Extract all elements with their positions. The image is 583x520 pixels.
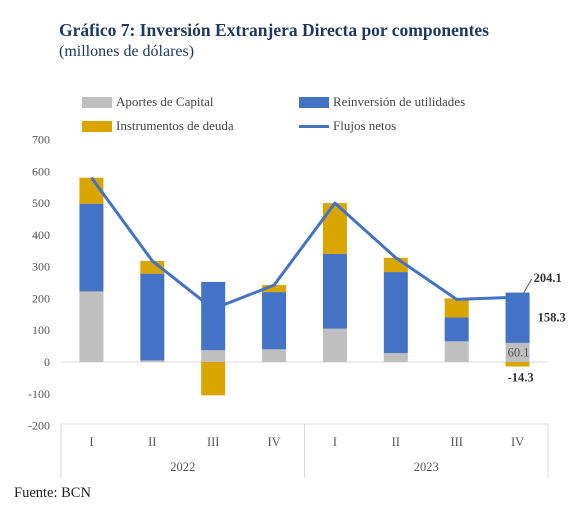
chart-subtitle: (millones de dólares) xyxy=(59,43,195,60)
bar-segment xyxy=(322,253,347,329)
bar-segment xyxy=(383,272,408,354)
source-note: Fuente: BCN xyxy=(14,485,91,501)
legend-swatch-flujos xyxy=(299,124,329,128)
legend-swatch-aportes xyxy=(82,96,112,108)
y-tick-label: 100 xyxy=(32,323,50,337)
y-tick-label: 300 xyxy=(32,260,50,274)
bar-segment xyxy=(201,281,226,351)
group-label: 2023 xyxy=(414,460,439,474)
x-tick-label: III xyxy=(207,435,220,449)
legend-label-aportes: Aportes de Capital xyxy=(116,94,214,109)
flujos-netos-line xyxy=(90,176,518,311)
legend-swatch-reinversion xyxy=(299,96,329,108)
bar-segment xyxy=(262,292,287,350)
legend-label-instrumentos: Instrumentos de deuda xyxy=(116,118,234,133)
bar-segment xyxy=(444,317,469,342)
x-tick-label: IV xyxy=(511,435,524,449)
bar-segment xyxy=(140,273,165,361)
bar-segment xyxy=(79,203,104,292)
x-tick-label: III xyxy=(450,435,463,449)
data-label-leader xyxy=(523,278,532,294)
y-tick-label: 600 xyxy=(32,164,50,178)
data-label-reinversion: 158.3 xyxy=(538,311,566,325)
y-tick-label: 400 xyxy=(32,228,50,242)
data-label-aportes: 60.1 xyxy=(508,345,530,359)
bar-segment xyxy=(444,341,469,362)
data-label-instrumentos: -14.3 xyxy=(508,371,534,385)
y-tick-label: -200 xyxy=(28,419,50,433)
bar-segment xyxy=(262,349,287,362)
x-tick-label: I xyxy=(89,435,93,449)
legend-label-flujos: Flujos netos xyxy=(333,118,397,133)
x-tick-label: I xyxy=(333,435,337,449)
data-label-flujos: 204.1 xyxy=(534,271,562,285)
bar-segment xyxy=(262,285,287,293)
bar-segment xyxy=(505,342,530,362)
bar-segment xyxy=(201,362,226,396)
x-tick-label: IV xyxy=(267,435,280,449)
legend-item-reinversion: Reinversión de utilidades xyxy=(299,94,465,110)
legend-swatch-instrumentos xyxy=(82,120,112,132)
legend-item-flujos: Flujos netos xyxy=(299,118,396,134)
bar-segment xyxy=(322,328,347,362)
y-tick-label: 0 xyxy=(44,355,50,369)
legend-item-aportes: Aportes de Capital xyxy=(82,94,213,110)
group-label: 2022 xyxy=(170,460,195,474)
y-tick-label: 700 xyxy=(32,133,50,147)
bar-segment xyxy=(444,298,469,318)
bar-segment xyxy=(140,360,165,362)
bar-segment xyxy=(201,350,226,362)
chart-plot: -200 -100 0 100 200 300 400 500 600 700 204.1 158.3… xyxy=(28,133,566,478)
bar-segment xyxy=(505,292,530,343)
legend-item-instrumentos: Instrumentos de deuda xyxy=(82,118,234,134)
bar-segment xyxy=(383,353,408,362)
y-tick-label: 200 xyxy=(32,291,50,305)
y-tick-label: 500 xyxy=(32,196,50,210)
bar-segment xyxy=(79,291,104,362)
legend-label-reinversion: Reinversión de utilidades xyxy=(333,94,466,109)
y-tick-label: -100 xyxy=(28,387,50,401)
x-tick-label: II xyxy=(392,435,400,449)
bar-segment xyxy=(505,362,530,367)
chart-title: Gráfico 7: Inversión Extranjera Directa … xyxy=(59,20,489,40)
x-tick-label: II xyxy=(148,435,156,449)
